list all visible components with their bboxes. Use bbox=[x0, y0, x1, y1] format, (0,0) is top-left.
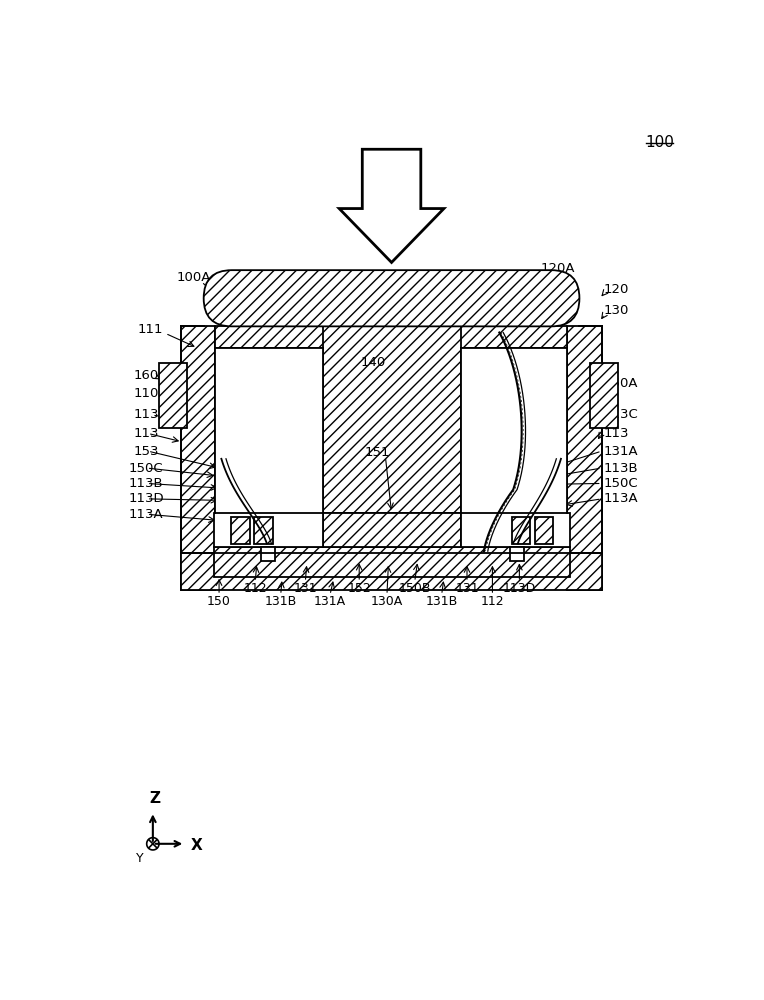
Text: 113D: 113D bbox=[503, 582, 536, 595]
Text: 120: 120 bbox=[604, 283, 629, 296]
Text: 113B: 113B bbox=[128, 477, 163, 490]
Bar bbox=[254, 517, 273, 544]
Text: 153: 153 bbox=[134, 445, 159, 458]
Text: 131: 131 bbox=[293, 582, 317, 595]
Text: 131A: 131A bbox=[314, 595, 346, 608]
Bar bbox=[567, 326, 602, 590]
Bar bbox=[215, 547, 570, 577]
Bar bbox=[535, 517, 553, 544]
Text: 113C: 113C bbox=[604, 408, 638, 421]
Bar bbox=[512, 517, 530, 544]
Text: 141: 141 bbox=[476, 389, 502, 402]
Text: 130: 130 bbox=[604, 304, 629, 317]
Text: 150A: 150A bbox=[604, 377, 638, 390]
Bar bbox=[461, 348, 567, 513]
Bar bbox=[215, 348, 323, 513]
Text: 131A: 131A bbox=[604, 445, 638, 458]
Text: 150C: 150C bbox=[128, 462, 163, 475]
Text: 130A: 130A bbox=[371, 595, 403, 608]
Polygon shape bbox=[339, 149, 444, 262]
Text: 150: 150 bbox=[207, 595, 231, 608]
Bar bbox=[215, 513, 323, 547]
Text: 113A: 113A bbox=[604, 492, 638, 505]
Text: 150C: 150C bbox=[604, 477, 638, 490]
Text: 113D: 113D bbox=[128, 492, 163, 505]
Text: 100: 100 bbox=[646, 135, 675, 150]
Bar bbox=[323, 326, 461, 513]
Bar bbox=[461, 513, 570, 547]
Text: 111: 111 bbox=[138, 323, 163, 336]
Text: X: X bbox=[190, 838, 202, 853]
Text: 160: 160 bbox=[134, 369, 159, 382]
Bar bbox=[323, 513, 461, 547]
Text: 140: 140 bbox=[361, 356, 386, 369]
Text: 113: 113 bbox=[134, 427, 159, 440]
Text: 151: 151 bbox=[364, 446, 390, 459]
Text: 152: 152 bbox=[348, 582, 371, 595]
FancyBboxPatch shape bbox=[204, 270, 579, 326]
Text: 150B: 150B bbox=[398, 582, 431, 595]
Text: 113B: 113B bbox=[604, 462, 638, 475]
Text: Y: Y bbox=[136, 852, 144, 865]
Bar bbox=[591, 363, 618, 428]
Bar bbox=[180, 326, 215, 590]
Text: 113C: 113C bbox=[134, 408, 168, 421]
Text: 131B: 131B bbox=[426, 595, 458, 608]
Text: 112: 112 bbox=[481, 595, 504, 608]
Bar bbox=[261, 547, 274, 561]
Text: 113A: 113A bbox=[128, 508, 163, 521]
Text: 120A: 120A bbox=[541, 262, 575, 275]
Bar bbox=[215, 326, 567, 348]
Text: Z: Z bbox=[149, 791, 160, 806]
Text: 110: 110 bbox=[134, 387, 159, 400]
Text: 100A: 100A bbox=[176, 271, 211, 284]
Text: 131B: 131B bbox=[264, 595, 296, 608]
Bar bbox=[180, 553, 602, 590]
Text: 112: 112 bbox=[244, 582, 267, 595]
Bar bbox=[510, 547, 524, 561]
Bar bbox=[231, 517, 250, 544]
Bar bbox=[159, 363, 186, 428]
Text: 131: 131 bbox=[455, 582, 479, 595]
Text: 113: 113 bbox=[604, 427, 629, 440]
